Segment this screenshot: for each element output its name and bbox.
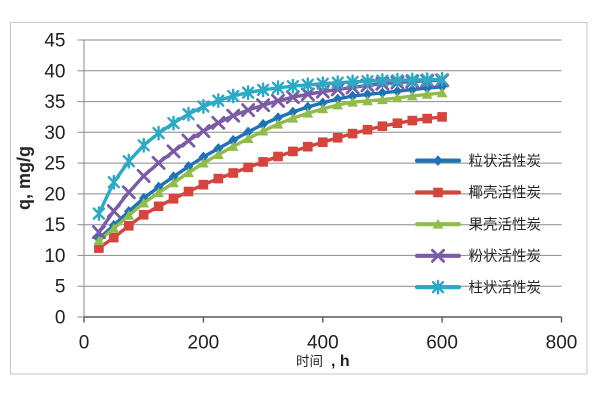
- svg-text:椰壳活性炭: 椰壳活性炭: [469, 185, 542, 202]
- svg-text:35: 35: [44, 92, 65, 113]
- svg-text:30: 30: [44, 123, 65, 144]
- svg-text:柱状活性炭: 柱状活性炭: [469, 279, 542, 296]
- svg-text:20: 20: [44, 184, 65, 205]
- svg-text:粒状活性炭: 粒状活性炭: [469, 153, 542, 170]
- svg-text:15: 15: [44, 215, 65, 236]
- svg-text:粉状活性炭: 粉状活性炭: [469, 248, 542, 265]
- svg-text:0: 0: [79, 333, 90, 354]
- svg-text:25: 25: [44, 154, 65, 175]
- svg-text:10: 10: [44, 246, 65, 267]
- svg-text:200: 200: [188, 333, 220, 354]
- svg-text:果壳活性炭: 果壳活性炭: [469, 216, 542, 233]
- svg-text:40: 40: [44, 61, 65, 82]
- svg-text:600: 600: [426, 333, 458, 354]
- svg-text:q, mg/g: q, mg/g: [14, 146, 34, 210]
- svg-text:0: 0: [55, 308, 66, 329]
- svg-text:800: 800: [546, 333, 578, 354]
- svg-text:, h: , h: [331, 353, 350, 370]
- svg-text:45: 45: [44, 31, 65, 52]
- svg-text:时间: 时间: [296, 354, 323, 369]
- svg-text:5: 5: [55, 277, 66, 298]
- svg-text:400: 400: [307, 333, 339, 354]
